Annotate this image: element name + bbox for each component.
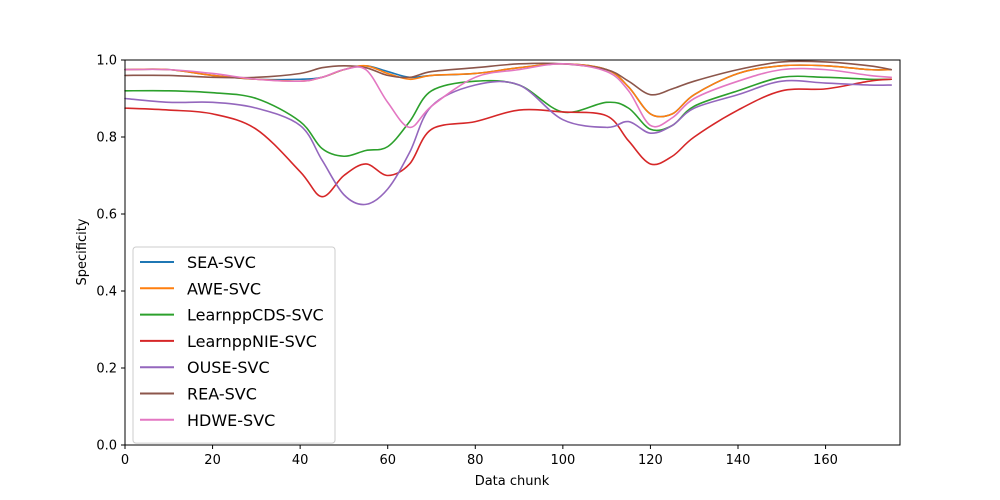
plot-lines (124, 60, 893, 206)
y-tick-label: 0.8 (96, 131, 117, 146)
series-line-learnppnie-svc (124, 78, 893, 198)
legend-label: LearnppCDS-SVC (187, 306, 324, 325)
x-tick-label: 160 (813, 453, 838, 468)
series-line-rea-svc (124, 60, 893, 96)
legend-label: REA-SVC (187, 385, 257, 404)
series-line-ouse-svc (124, 79, 893, 206)
series-line-hdwe-svc (124, 63, 893, 129)
legend: SEA-SVC AWE-SVC LearnppCDS-SVC LearnppNIE-S… (132, 246, 336, 444)
x-tick-label: 40 (292, 453, 309, 468)
legend-label: HDWE-SVC (187, 411, 275, 430)
x-tick-label: 0 (121, 453, 129, 468)
y-tick-label: 0.4 (96, 285, 117, 300)
y-axis-label: Specificity (75, 218, 90, 285)
series-line-learnppcds-svc (124, 75, 893, 158)
y-axis: 0.0 0.2 0.4 0.6 0.8 1.0 (96, 54, 125, 454)
x-tick-label: 100 (550, 453, 575, 468)
x-axis-label: Data chunk (475, 474, 550, 489)
x-axis: 0 20 40 60 80 100 120 140 160 (121, 445, 838, 468)
series-line-sea-svc (124, 63, 893, 118)
y-tick-label: 0.0 (96, 439, 117, 454)
x-tick-label: 80 (467, 453, 484, 468)
x-tick-label: 60 (379, 453, 396, 468)
y-tick-label: 0.2 (96, 362, 117, 377)
x-tick-label: 120 (638, 453, 663, 468)
y-tick-label: 0.6 (96, 208, 117, 223)
plot-frame (124, 59, 901, 446)
x-tick-label: 140 (726, 453, 751, 468)
x-tick-label: 20 (204, 453, 221, 468)
legend-label: OUSE-SVC (187, 358, 270, 377)
legend-label: LearnppNIE-SVC (187, 332, 317, 351)
series-line-awe-svc (124, 63, 893, 118)
legend-label: AWE-SVC (187, 279, 261, 298)
y-tick-label: 1.0 (96, 54, 117, 69)
legend-label: SEA-SVC (187, 253, 256, 272)
legend-box (132, 246, 336, 444)
